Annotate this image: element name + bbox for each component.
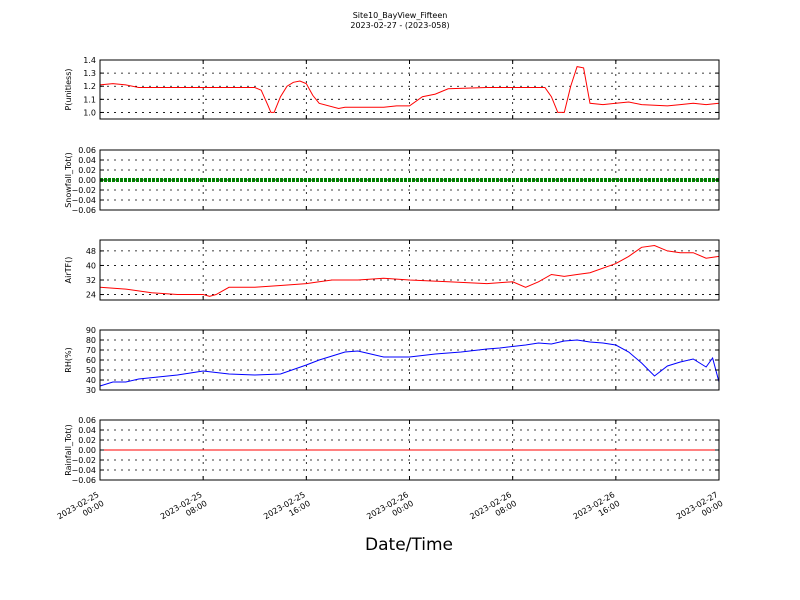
chart-title: Site10_BayView_Fifteen xyxy=(352,11,448,20)
y-tick-label: 0.06 xyxy=(78,146,96,155)
y-tick-label: 1.3 xyxy=(83,69,96,78)
y-tick-label: 40 xyxy=(86,261,96,270)
y-axis-label: Rainfall_Tot() xyxy=(64,424,73,476)
y-tick-label: 0.04 xyxy=(78,426,96,435)
y-axis-label: P(unitless) xyxy=(64,68,73,110)
y-tick-label: 40 xyxy=(86,376,96,385)
series-line xyxy=(99,244,720,297)
y-tick-label: −0.06 xyxy=(71,206,96,215)
y-tick-label: −0.02 xyxy=(71,456,96,465)
y-tick-label: 24 xyxy=(86,291,96,300)
y-tick-label: 0.06 xyxy=(78,416,96,425)
y-tick-label: 1.1 xyxy=(83,95,96,104)
y-tick-label: 0.02 xyxy=(78,436,96,445)
y-axis-label: AirTF() xyxy=(64,257,73,284)
y-tick-label: −0.04 xyxy=(71,466,96,475)
y-tick-label: 60 xyxy=(86,356,96,365)
series-line xyxy=(99,339,720,387)
y-tick-label: −0.04 xyxy=(71,196,96,205)
series-line xyxy=(99,66,720,113)
y-tick-label: 1.4 xyxy=(83,56,96,65)
y-tick-label: 0.00 xyxy=(78,446,96,455)
y-tick-label: 50 xyxy=(86,366,96,375)
y-tick-label: 0.00 xyxy=(78,176,96,185)
y-tick-label: 70 xyxy=(86,346,96,355)
panel-5: −0.06−0.04−0.020.000.020.040.06 Rainfall_… xyxy=(64,416,720,485)
panel-1: 1.0 1.1 1.2 1.3 1.4 P(unitless) xyxy=(64,56,720,120)
y-axis-label: Snowfall_Tot() xyxy=(64,152,73,208)
y-tick-label: −0.02 xyxy=(71,186,96,195)
y-tick-label: 0.02 xyxy=(78,166,96,175)
y-tick-label: 1.0 xyxy=(83,108,96,117)
y-tick-label: 48 xyxy=(86,247,96,256)
y-tick-label: 0.04 xyxy=(78,156,96,165)
y-tick-label: −0.06 xyxy=(71,476,96,485)
panel-2: −0.06−0.04−0.020.000.020.040.06 Snowfall_… xyxy=(64,146,720,215)
panel-3: 24 32 40 48 AirTF() xyxy=(64,239,720,301)
y-axis-label: RH(%) xyxy=(64,347,73,372)
x-axis-label: Date/Time xyxy=(365,535,453,555)
chart-subtitle: 2023-02-27 - (2023-058) xyxy=(350,21,450,30)
y-tick-label: 1.2 xyxy=(83,82,96,91)
y-tick-label: 80 xyxy=(86,336,96,345)
y-tick-label: 32 xyxy=(86,276,96,285)
y-tick-label: 30 xyxy=(86,386,96,395)
y-tick-label: 90 xyxy=(86,326,96,335)
